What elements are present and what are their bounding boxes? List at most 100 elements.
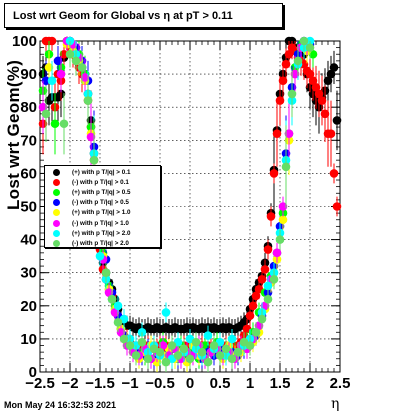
data-point bbox=[197, 347, 207, 357]
data-point bbox=[161, 308, 171, 317]
data-point bbox=[233, 347, 243, 357]
legend-entry: (-) with p T/|q| > 0.1 bbox=[45, 177, 160, 187]
data-point bbox=[251, 327, 261, 337]
data-point bbox=[278, 76, 288, 86]
data-point bbox=[65, 49, 75, 59]
x-axis-label: η bbox=[331, 396, 340, 412]
data-point bbox=[320, 109, 330, 119]
data-point bbox=[257, 314, 267, 324]
data-point bbox=[59, 49, 69, 59]
data-point bbox=[263, 281, 273, 291]
timestamp: Mon May 24 16:32:53 2021 bbox=[4, 400, 117, 410]
legend-marker bbox=[53, 178, 60, 186]
data-point bbox=[323, 76, 333, 86]
x-tick-label: −0.5 bbox=[145, 375, 175, 392]
data-point bbox=[203, 357, 213, 367]
legend-label: (+) with p T/|q| > 0.1 bbox=[72, 168, 131, 176]
data-point bbox=[179, 344, 189, 354]
legend-label: (+) with p T/|q| > 0.5 bbox=[72, 188, 131, 196]
y-tick-label: 40 bbox=[20, 232, 37, 249]
legend-marker bbox=[53, 229, 60, 237]
legend-label: (-) with p T/|q| > 0.1 bbox=[72, 178, 129, 186]
data-point bbox=[95, 251, 105, 261]
data-point bbox=[71, 56, 81, 66]
x-tick-label: 0 bbox=[186, 375, 194, 392]
data-point bbox=[260, 265, 270, 274]
data-point bbox=[254, 321, 264, 330]
data-point bbox=[278, 202, 288, 211]
legend-entry: (+) with p T/|q| > 2.0 bbox=[45, 228, 160, 238]
data-point bbox=[290, 69, 300, 79]
data-point bbox=[263, 294, 273, 304]
legend-entry: (+) with p T/|q| > 1.0 bbox=[45, 208, 160, 218]
x-tick-label: −2.5 bbox=[25, 375, 55, 392]
y-axis-label: Lost wrt Geom(%) bbox=[4, 59, 23, 210]
y-tick-label: 80 bbox=[20, 99, 37, 116]
data-point bbox=[245, 311, 255, 321]
axis-tick-labels: −2.5 −2 −1.5 −1 −0.5 0 0.5 1 1.5 2 2.5 0 10 20 30 40 50 6… bbox=[12, 33, 350, 392]
data-point bbox=[101, 268, 111, 278]
data-point bbox=[281, 162, 291, 172]
data-point bbox=[308, 76, 318, 86]
data-point bbox=[83, 96, 93, 105]
data-point bbox=[47, 36, 57, 46]
data-point bbox=[77, 63, 87, 72]
data-point bbox=[245, 341, 255, 350]
data-point bbox=[275, 235, 285, 244]
data-point bbox=[38, 102, 48, 112]
data-point bbox=[167, 341, 177, 350]
data-point bbox=[269, 169, 279, 178]
data-point bbox=[281, 59, 291, 69]
y-tick-label: 100 bbox=[12, 33, 37, 50]
data-point bbox=[314, 89, 324, 99]
data-point bbox=[269, 275, 279, 284]
data-point bbox=[125, 341, 135, 350]
legend-label: (+) with p T/|q| > 1.0 bbox=[72, 209, 131, 217]
legend-label: (-) with p T/|q| > 2.0 bbox=[72, 239, 129, 247]
data-point bbox=[56, 69, 66, 79]
data-point bbox=[107, 294, 117, 304]
legend-marker bbox=[53, 209, 60, 217]
y-tick-label: 90 bbox=[20, 66, 37, 83]
legend-label: (-) with p T/|q| > 0.5 bbox=[72, 199, 129, 207]
data-points bbox=[38, 36, 342, 372]
data-point bbox=[86, 132, 96, 142]
legend-marker bbox=[53, 199, 60, 207]
legend-entry: (-) with p T/|q| > 1.0 bbox=[45, 218, 160, 228]
data-point bbox=[278, 215, 288, 225]
x-tick-label: −2 bbox=[61, 375, 78, 392]
y-tick-label: 10 bbox=[20, 331, 37, 348]
data-point bbox=[275, 96, 285, 105]
data-point bbox=[272, 248, 282, 258]
chart-title: Lost wrt Geom for Global vs η at pT > 0.… bbox=[4, 3, 283, 28]
data-point bbox=[251, 291, 261, 301]
y-tick-label: 60 bbox=[20, 165, 37, 182]
y-tick-label: 70 bbox=[20, 132, 37, 149]
legend-marker bbox=[53, 188, 60, 196]
data-point bbox=[293, 56, 303, 66]
y-tick-label: 30 bbox=[20, 265, 37, 282]
x-tick-label: −1 bbox=[121, 375, 138, 392]
data-point bbox=[311, 83, 321, 92]
data-point bbox=[137, 337, 147, 347]
x-tick-label: 1 bbox=[246, 375, 254, 392]
legend-label: (+) with p T/|q| > 2.0 bbox=[72, 229, 131, 237]
data-point bbox=[272, 129, 282, 138]
data-point bbox=[215, 351, 225, 360]
data-point bbox=[305, 69, 315, 79]
data-point bbox=[332, 202, 342, 211]
legend-entry: (-) with p T/|q| > 2.0 bbox=[45, 238, 160, 248]
data-point bbox=[131, 351, 141, 360]
data-point bbox=[305, 43, 315, 52]
x-tick-label: 0.5 bbox=[210, 375, 231, 392]
y-tick-label: 50 bbox=[20, 199, 37, 216]
data-point bbox=[329, 169, 339, 178]
data-point bbox=[119, 334, 129, 344]
data-point bbox=[332, 116, 342, 125]
data-point bbox=[80, 73, 90, 82]
data-point bbox=[221, 344, 231, 354]
y-tick-label: 0 bbox=[29, 364, 37, 381]
data-point bbox=[227, 354, 237, 364]
x-tick-label: 2.5 bbox=[330, 375, 351, 392]
